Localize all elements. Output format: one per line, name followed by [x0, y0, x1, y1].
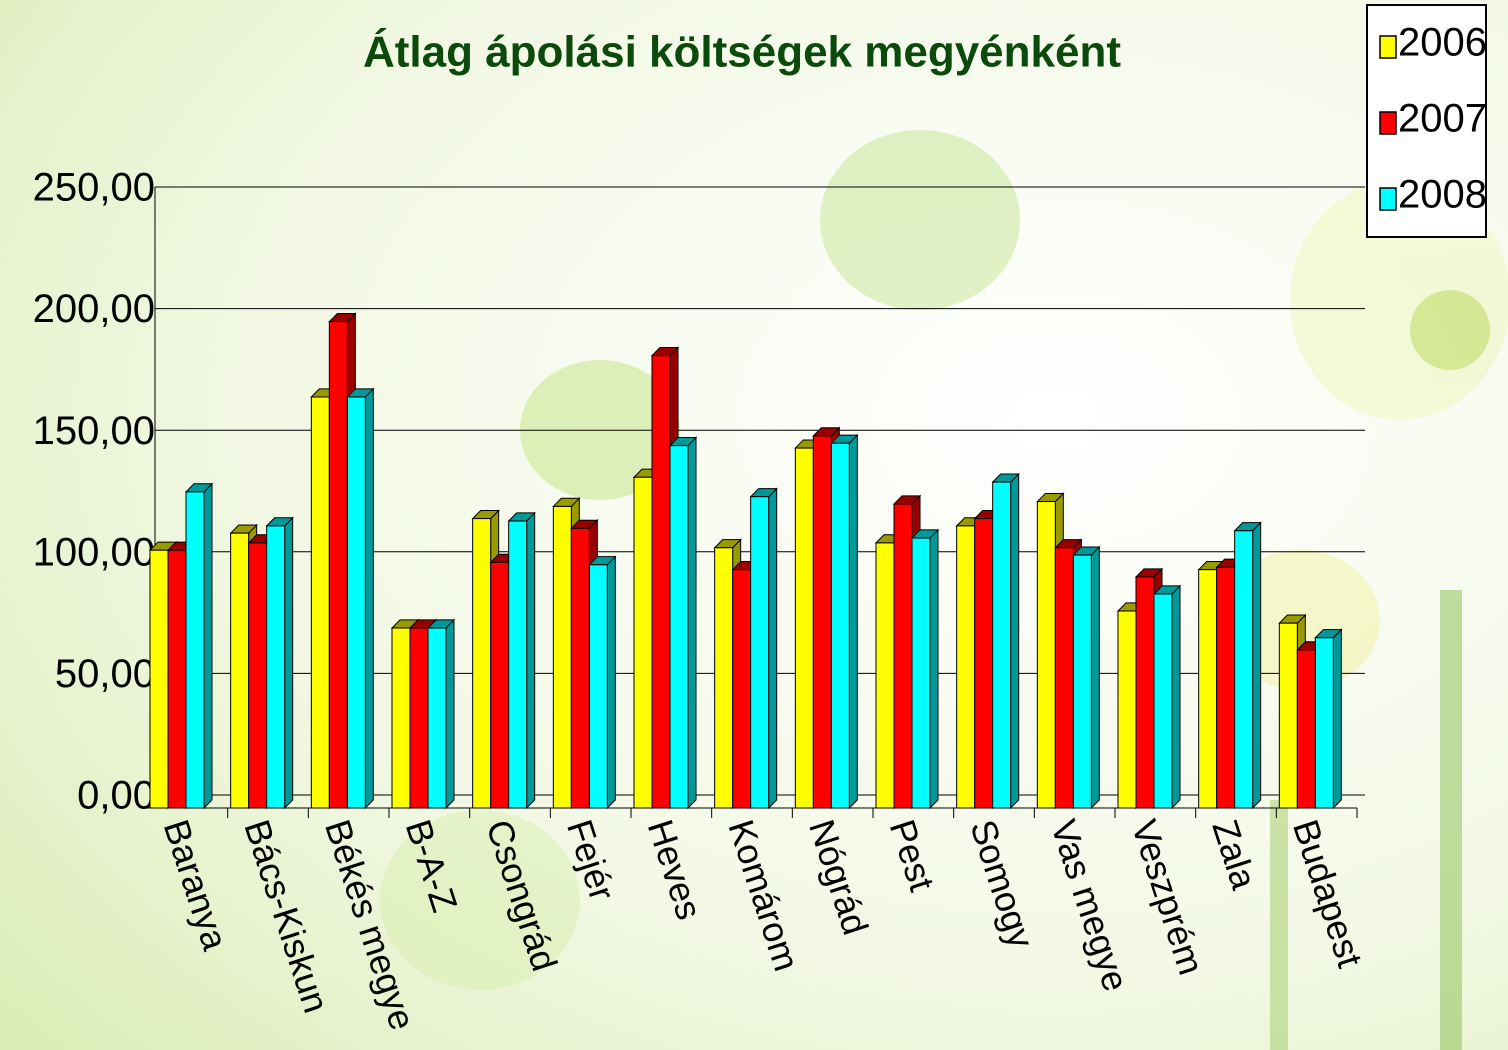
- y-tick-label: 0,00: [77, 774, 155, 818]
- bar-face: [1279, 623, 1297, 808]
- bar-face: [1011, 474, 1019, 808]
- bar-face: [876, 543, 894, 808]
- legend-label: 2008: [1398, 173, 1487, 217]
- chart: Átlag ápolási költségek megyénként 0,00 5…: [0, 0, 1508, 1050]
- legend-swatch: [1380, 188, 1396, 210]
- bar-face: [849, 435, 857, 808]
- bar: [831, 435, 857, 808]
- bar-face: [1315, 638, 1333, 808]
- bar-face: [607, 557, 615, 808]
- bar-face: [473, 519, 491, 808]
- bar-face: [1199, 570, 1217, 808]
- bar-face: [670, 446, 688, 808]
- legend-label: 2006: [1398, 21, 1487, 65]
- chart-title: Átlag ápolási költségek megyénként: [363, 27, 1121, 77]
- bar-face: [1055, 548, 1073, 808]
- bar-face: [1172, 586, 1180, 808]
- bar: [912, 530, 938, 808]
- bar-face: [1253, 523, 1261, 808]
- bar-face: [795, 448, 813, 808]
- bar-face: [975, 519, 993, 808]
- bar-face: [813, 436, 831, 808]
- y-tick-label: 250,00: [33, 166, 155, 210]
- y-tick-label: 150,00: [33, 409, 155, 453]
- y-tick-label: 100,00: [33, 530, 155, 574]
- y-tick-label: 200,00: [33, 287, 155, 331]
- bar-face: [688, 438, 696, 808]
- bar-face: [769, 489, 777, 808]
- bar-face: [957, 526, 975, 808]
- bar: [1235, 523, 1261, 808]
- bar-face: [571, 528, 589, 808]
- bar-face: [267, 526, 285, 808]
- bar-face: [527, 513, 535, 808]
- bar-face: [329, 322, 347, 808]
- bar-face: [231, 533, 249, 808]
- bar-face: [993, 482, 1011, 808]
- bar-face: [509, 521, 527, 808]
- bar: [267, 518, 293, 808]
- bar-face: [1333, 630, 1341, 808]
- bar-face: [365, 389, 373, 808]
- bar-face: [894, 504, 912, 808]
- bar-face: [311, 397, 329, 808]
- bar-face: [285, 518, 293, 808]
- bar-face: [1073, 555, 1091, 808]
- bar-face: [249, 543, 267, 808]
- bar: [1154, 586, 1180, 808]
- bar: [589, 557, 615, 808]
- bar-face: [186, 492, 204, 808]
- bar: [509, 513, 535, 808]
- bar: [347, 389, 373, 808]
- bar: [993, 474, 1019, 808]
- bar: [186, 484, 212, 808]
- bar-face: [1154, 594, 1172, 808]
- legend-label: 2007: [1398, 97, 1487, 141]
- legend-swatch: [1380, 112, 1396, 134]
- bar-face: [150, 550, 168, 808]
- bar-face: [410, 628, 428, 808]
- bar-face: [1235, 531, 1253, 808]
- bar-face: [652, 356, 670, 808]
- bar-face: [446, 620, 454, 808]
- bar-face: [831, 443, 849, 808]
- bar-face: [204, 484, 212, 808]
- bar-face: [491, 562, 509, 808]
- bar-face: [930, 530, 938, 808]
- bar-face: [912, 538, 930, 808]
- bar-face: [1037, 502, 1055, 808]
- bar: [1315, 630, 1341, 808]
- bar-face: [1118, 611, 1136, 808]
- bar-face: [589, 565, 607, 808]
- bar: [1073, 547, 1099, 808]
- bar-face: [751, 497, 769, 808]
- bar-face: [1091, 547, 1099, 808]
- bar-face: [1297, 650, 1315, 808]
- bar: [428, 620, 454, 808]
- bar: [751, 489, 777, 808]
- bar-face: [1136, 577, 1154, 808]
- bar-face: [392, 628, 410, 808]
- bar-face: [347, 397, 365, 808]
- bar-face: [1217, 567, 1235, 808]
- bar: [670, 438, 696, 808]
- bar-face: [428, 628, 446, 808]
- y-tick-label: 50,00: [55, 652, 155, 696]
- bar-face: [715, 548, 733, 808]
- bar-face: [634, 477, 652, 808]
- bar-face: [733, 570, 751, 808]
- bar-face: [168, 550, 186, 808]
- legend-swatch: [1380, 36, 1396, 58]
- bar-face: [553, 506, 571, 808]
